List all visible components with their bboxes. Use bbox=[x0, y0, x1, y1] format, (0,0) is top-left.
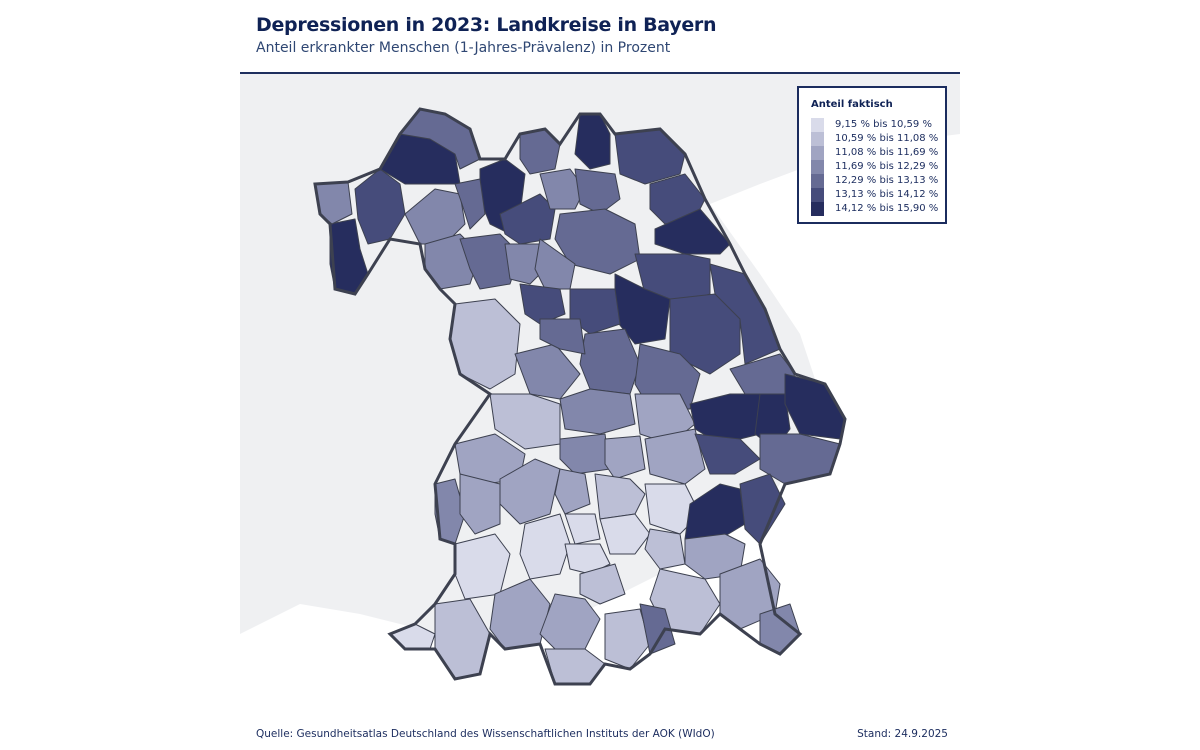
legend-item: 12,29 % bis 13,13 % bbox=[811, 174, 946, 188]
district-neuburg bbox=[559, 433, 611, 475]
district-miesbach bbox=[639, 603, 676, 655]
legend-label: 11,69 % bis 12,29 % bbox=[835, 161, 939, 172]
district-pfaffenhofen bbox=[604, 435, 646, 480]
legend-item: 9,15 % bis 10,59 % bbox=[811, 118, 946, 132]
legend-item: 14,12 % bis 15,90 % bbox=[811, 202, 946, 216]
legend-label: 13,13 % bis 14,12 % bbox=[835, 189, 939, 200]
district-bad-toelz bbox=[604, 608, 651, 670]
legend-item: 13,13 % bis 14,12 % bbox=[811, 188, 946, 202]
district-neustadt-aisch bbox=[459, 233, 521, 290]
bavaria-choropleth-map bbox=[240, 74, 960, 700]
legend-title: Anteil faktisch bbox=[811, 99, 893, 110]
legend-label: 11,08 % bis 11,69 % bbox=[835, 147, 939, 158]
date-note: Stand: 24.9.2025 bbox=[857, 728, 948, 740]
page-title: Depressionen in 2023: Landkreise in Baye… bbox=[256, 14, 717, 36]
district-regensburg bbox=[634, 343, 701, 410]
district-roth bbox=[539, 318, 586, 355]
legend-label: 10,59 % bis 11,08 % bbox=[835, 133, 939, 144]
district-muenchen bbox=[599, 513, 651, 555]
district-schweinfurt bbox=[454, 178, 486, 230]
district-rottal-inn bbox=[739, 473, 786, 545]
district-bamberg bbox=[499, 193, 556, 245]
district-dingolfing bbox=[694, 433, 761, 475]
district-nuernberger-land bbox=[569, 288, 621, 335]
district-eichstaett bbox=[559, 388, 636, 435]
district-ebersberg bbox=[644, 528, 686, 570]
district-starnberg bbox=[579, 563, 626, 605]
legend-swatch bbox=[811, 160, 824, 174]
district-kulmbach bbox=[574, 168, 621, 215]
neighbour-country-area bbox=[240, 134, 960, 700]
legend-label: 14,12 % bis 15,90 % bbox=[835, 203, 939, 214]
source-note: Quelle: Gesundheitsatlas Deutschland des… bbox=[256, 728, 715, 740]
district-tirschenreuth bbox=[654, 208, 731, 255]
legend-swatch bbox=[811, 174, 824, 188]
legend-item: 11,08 % bis 11,69 % bbox=[811, 146, 946, 160]
legend-item: 11,69 % bis 12,29 % bbox=[811, 160, 946, 174]
district-dachau bbox=[564, 513, 601, 545]
legend-swatch bbox=[811, 118, 824, 132]
header-divider bbox=[240, 72, 960, 74]
legend-swatch bbox=[811, 146, 824, 160]
district-weissenburg bbox=[514, 343, 581, 400]
district-landshut bbox=[644, 428, 706, 485]
legend-label: 12,29 % bis 13,13 % bbox=[835, 175, 939, 186]
district-freising bbox=[594, 473, 646, 520]
legend: Anteil faktisch 9,15 % bis 10,59 % 10,59 … bbox=[797, 86, 947, 224]
page-subtitle: Anteil erkrankter Menschen (1-Jahres-Prä… bbox=[256, 40, 671, 56]
legend-swatch bbox=[811, 132, 824, 146]
district-landsberg bbox=[519, 513, 571, 580]
district-erlangen-hoechstadt bbox=[504, 243, 546, 285]
district-guenzburg bbox=[459, 473, 501, 535]
legend-swatch bbox=[811, 188, 824, 202]
legend-label: 9,15 % bis 10,59 % bbox=[835, 119, 932, 130]
bavaria-outline bbox=[313, 107, 847, 686]
district-aichach bbox=[554, 468, 591, 515]
district-bayreuth bbox=[554, 208, 641, 275]
legend-swatch bbox=[811, 202, 824, 216]
legend-item: 10,59 % bis 11,08 % bbox=[811, 132, 946, 146]
